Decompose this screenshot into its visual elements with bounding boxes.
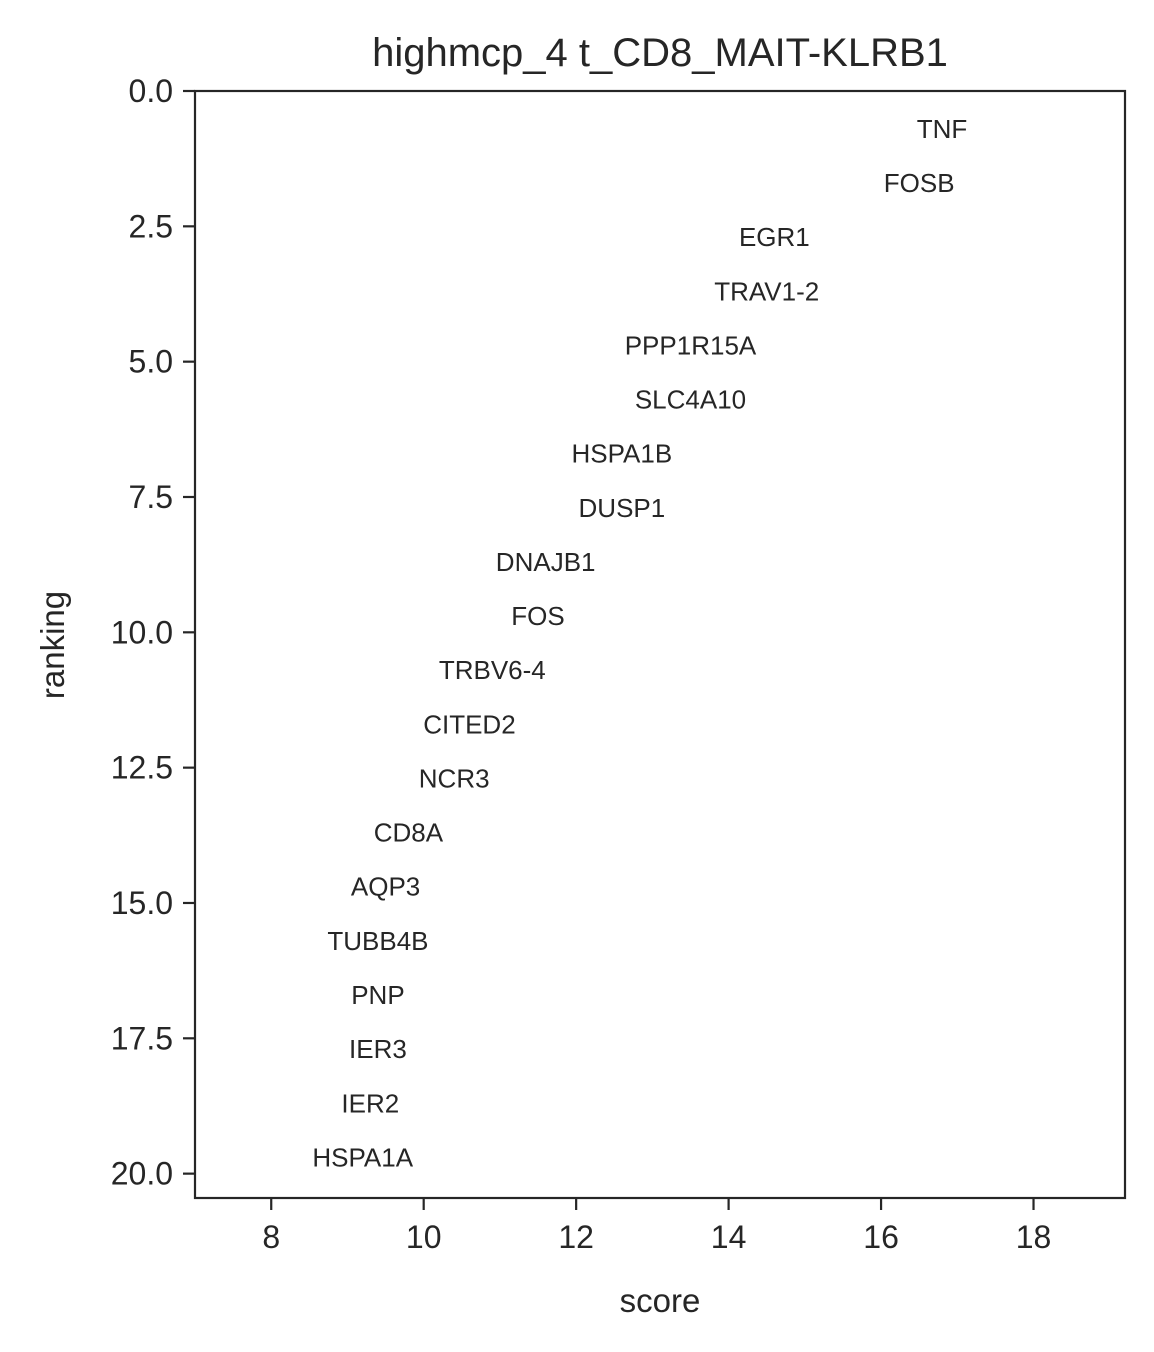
gene-label-ncr3: NCR3	[419, 763, 490, 793]
y-tick-label: 10.0	[111, 614, 173, 650]
gene-label-ier3: IER3	[349, 1034, 407, 1064]
gene-label-ier2: IER2	[341, 1088, 399, 1118]
y-tick-label: 2.5	[129, 208, 173, 244]
gene-label-ppp1r15a: PPP1R15A	[625, 330, 757, 360]
gene-label-trav1-2: TRAV1-2	[714, 276, 819, 306]
gene-label-egr1: EGR1	[739, 222, 810, 252]
y-tick-label: 12.5	[111, 750, 173, 786]
gene-label-fosb: FOSB	[884, 168, 955, 198]
plot-frame	[193, 89, 1127, 1200]
gene-label-tnf: TNF	[917, 114, 968, 144]
gene-label-pnp: PNP	[351, 980, 404, 1010]
y-tick-label: 15.0	[111, 885, 173, 921]
y-tick-label: 7.5	[129, 479, 173, 515]
y-tick-label: 0.0	[129, 73, 173, 109]
gene-label-cited2: CITED2	[423, 709, 515, 739]
gene-label-cd8a: CD8A	[374, 818, 444, 848]
gene-label-dnajb1: DNAJB1	[496, 547, 596, 577]
x-tick-label: 8	[262, 1219, 280, 1255]
x-tick-label: 14	[711, 1219, 747, 1255]
gene-label-hspa1b: HSPA1B	[572, 439, 673, 469]
gene-label-trbv6-4: TRBV6-4	[439, 655, 546, 685]
y-axis: 0.0 2.5 5.0 7.5 10.0 12.5 15.0 17.5 20.0	[111, 73, 195, 1192]
y-tick-label: 17.5	[111, 1020, 173, 1056]
x-tick-label: 10	[406, 1219, 442, 1255]
gene-label-dusp1: DUSP1	[579, 493, 666, 523]
gene-label-fos: FOS	[511, 601, 564, 631]
x-axis-label: score	[620, 1282, 701, 1319]
plot-area: TNF FOSB EGR1 TRAV1-2 PPP1R15A SLC4A10 HSPA1B D…	[312, 114, 967, 1173]
y-axis-label: ranking	[34, 591, 71, 699]
gene-label-tubb4b: TUBB4B	[327, 926, 428, 956]
x-axis: 8 10 12 14 16 18	[262, 1198, 1051, 1255]
y-tick-label: 5.0	[129, 344, 173, 380]
x-tick-label: 12	[558, 1219, 594, 1255]
gene-label-hspa1a: HSPA1A	[312, 1142, 413, 1172]
gene-label-aqp3: AQP3	[351, 872, 420, 902]
y-tick-label: 20.0	[111, 1156, 173, 1192]
chart-title: highmcp_4 t_CD8_MAIT-KLRB1	[372, 31, 948, 75]
x-tick-label: 16	[863, 1219, 899, 1255]
x-tick-label: 18	[1016, 1219, 1052, 1255]
gene-label-slc4a10: SLC4A10	[635, 385, 746, 415]
